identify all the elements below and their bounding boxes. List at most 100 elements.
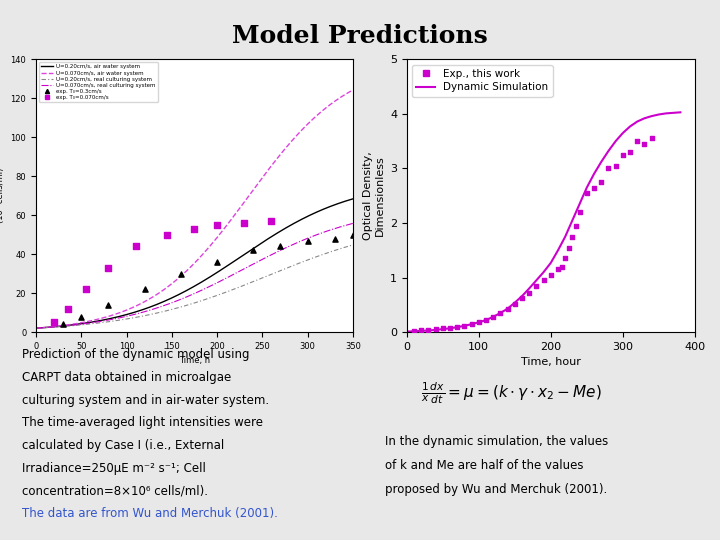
Point [248, 246, 259, 254]
Dynamic Simulation [640, 115, 649, 122]
Dynamic Simulation [575, 201, 584, 207]
Point [161, 231, 173, 239]
Exp., this work [415, 326, 427, 335]
Text: The time-averaged light intensities were: The time-averaged light intensities were [22, 416, 263, 429]
Exp., this work [567, 232, 578, 241]
Dynamic Simulation [424, 327, 433, 334]
X-axis label: Time, hour: Time, hour [521, 357, 581, 367]
Dynamic Simulation [590, 171, 598, 177]
Dynamic Simulation [402, 328, 411, 335]
Dynamic Simulation [669, 110, 678, 116]
Dynamic Simulation [582, 184, 591, 191]
Dynamic Simulation [496, 310, 505, 316]
Exp., this work [509, 299, 521, 308]
Exp., this work [531, 281, 542, 290]
Text: Irradiance=250μE m⁻² s⁻¹; Cell: Irradiance=250μE m⁻² s⁻¹; Cell [22, 462, 205, 475]
Exp., this work [495, 309, 506, 318]
Text: Prediction of the dynamic model using: Prediction of the dynamic model using [22, 348, 249, 361]
Point [48, 318, 60, 327]
Point [347, 231, 359, 239]
Dynamic Simulation [446, 325, 454, 332]
Dynamic Simulation [417, 328, 426, 334]
Dynamic Simulation [438, 326, 447, 332]
Dynamic Simulation [611, 138, 620, 144]
Exp., this work [423, 326, 434, 334]
Dynamic Simulation [489, 314, 498, 320]
Point [238, 219, 250, 227]
Exp., this work [473, 318, 485, 327]
Dynamic Simulation [626, 123, 634, 130]
Exp., this work [624, 148, 636, 157]
Dynamic Simulation [676, 109, 685, 116]
Dynamic Simulation [554, 247, 562, 253]
Exp., this work [639, 140, 650, 149]
Exp., this work [646, 134, 657, 143]
Exp., this work [559, 254, 571, 263]
Exp., this work [603, 164, 614, 173]
Dynamic Simulation [410, 328, 418, 334]
Text: CARPT data obtained in microalgae: CARPT data obtained in microalgae [22, 371, 231, 384]
Dynamic Simulation [460, 322, 469, 329]
Point [189, 225, 200, 233]
Point [62, 305, 73, 313]
Exp., this work [631, 137, 643, 145]
Dynamic Simulation [503, 306, 512, 312]
Exp., this work [617, 151, 629, 159]
Dynamic Simulation [633, 118, 642, 125]
Point [130, 242, 141, 251]
Point [139, 285, 150, 294]
Exp., this work [563, 243, 575, 252]
Point [211, 221, 222, 230]
Exp., this work [451, 322, 463, 331]
Point [211, 258, 222, 266]
Exp., this work [444, 323, 456, 332]
Exp., this work [545, 271, 557, 279]
Text: calculated by Case I (i.e., External: calculated by Case I (i.e., External [22, 439, 224, 452]
Y-axis label: Cell Number
(10⁶ cells/ml): Cell Number (10⁶ cells/ml) [0, 168, 5, 224]
Legend: U=0.20cm/s, air water system, U=0.070cm/s, air water system, U=0.20cm/s, real cu: U=0.20cm/s, air water system, U=0.070cm/… [39, 62, 158, 102]
Text: In the dynamic simulation, the values: In the dynamic simulation, the values [385, 435, 608, 448]
Exp., this work [480, 316, 492, 325]
Exp., this work [487, 313, 499, 321]
Exp., this work [588, 183, 600, 192]
Exp., this work [610, 161, 621, 170]
Dynamic Simulation [618, 130, 627, 136]
Point [80, 285, 91, 294]
Point [329, 234, 341, 243]
Dynamic Simulation [539, 269, 548, 275]
Dynamic Simulation [532, 277, 541, 284]
Exp., this work [459, 321, 470, 330]
Dynamic Simulation [431, 327, 440, 333]
Dynamic Simulation [561, 233, 570, 240]
Dynamic Simulation [525, 285, 534, 292]
Dynamic Simulation [662, 110, 670, 117]
Dynamic Simulation [467, 321, 476, 327]
Exp., this work [581, 188, 593, 197]
Point [58, 320, 69, 329]
Point [76, 312, 87, 321]
Exp., this work [408, 327, 420, 335]
Dynamic Simulation [568, 217, 577, 224]
Text: of k and Me are half of the values: of k and Me are half of the values [385, 459, 584, 472]
Line: Dynamic Simulation: Dynamic Simulation [407, 112, 680, 332]
Exp., this work [466, 320, 477, 329]
Exp., this work [595, 178, 607, 186]
Dynamic Simulation [597, 159, 606, 165]
Dynamic Simulation [482, 317, 490, 323]
Text: concentration=8×10⁶ cells/ml).: concentration=8×10⁶ cells/ml). [22, 484, 207, 497]
Text: culturing system and in air-water system.: culturing system and in air-water system… [22, 394, 269, 407]
Exp., this work [430, 325, 441, 334]
Exp., this work [538, 276, 549, 285]
X-axis label: Time, h: Time, h [179, 356, 210, 366]
Legend: Exp., this work, Dynamic Simulation: Exp., this work, Dynamic Simulation [412, 65, 552, 97]
Exp., this work [437, 324, 449, 333]
Dynamic Simulation [510, 299, 519, 306]
Exp., this work [574, 208, 585, 217]
Text: Model Predictions: Model Predictions [232, 24, 488, 48]
Point [274, 242, 286, 251]
Point [266, 217, 277, 225]
Point [103, 300, 114, 309]
Exp., this work [502, 305, 513, 314]
Dynamic Simulation [604, 148, 613, 154]
Point [175, 269, 186, 278]
